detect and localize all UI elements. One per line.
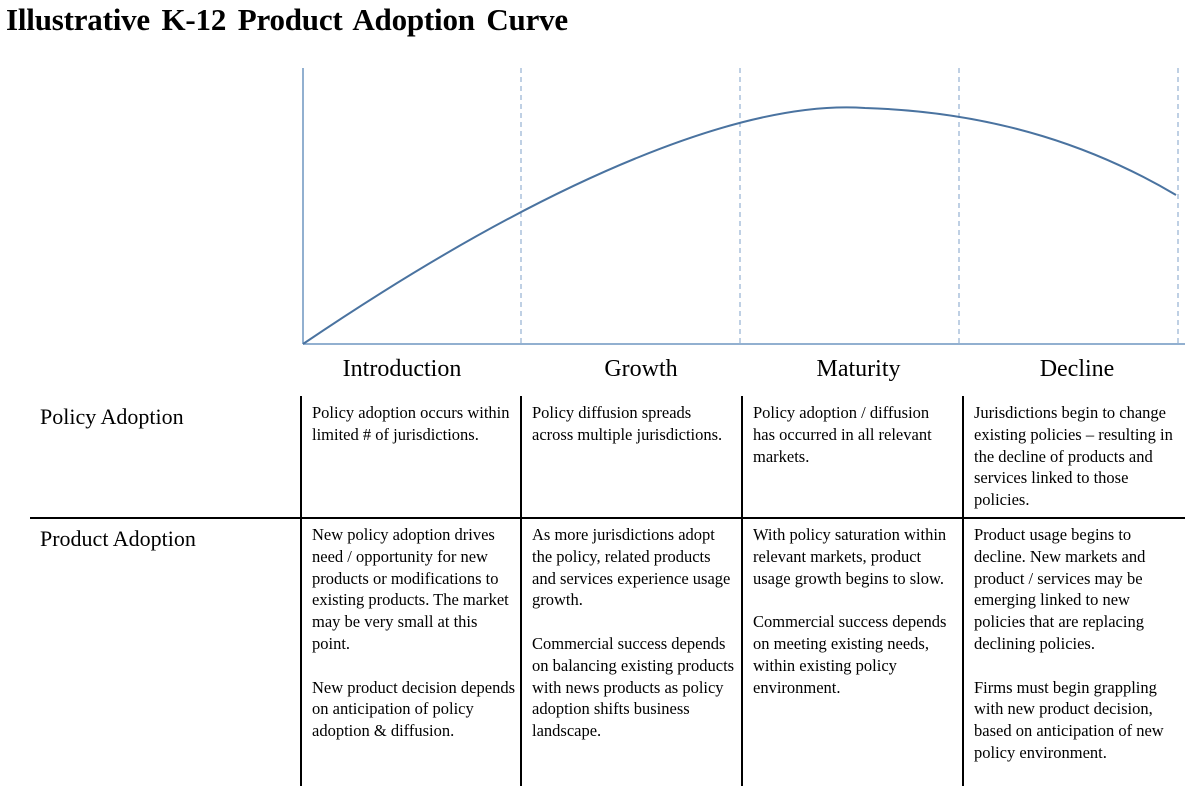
cell-policy-introduction: Policy adoption occurs within limited # … [312,402,510,446]
cell-text: Jurisdictions begin to change existing p… [974,403,1173,510]
cell-text: Firms must begin grappling with new prod… [974,677,1164,762]
cell-text: New policy adoption drives need / opport… [312,525,509,653]
table-divider-4 [962,396,964,786]
cell-text: Commercial success depends on meeting ex… [753,612,947,697]
cell-text: Policy diffusion spreads across multiple… [532,403,723,444]
cell-text: Policy adoption / diffusion has occurred… [753,403,932,466]
stage-label-maturity: Maturity [816,356,901,382]
cell-text: As more jurisdictions adopt the policy, … [532,525,731,610]
cell-product-introduction: New policy adoption drives need / opport… [312,524,517,742]
stage-label-introduction: Introduction [342,356,462,382]
adoption-curve-line [302,106,1177,345]
table-divider-3 [741,396,743,786]
stage-label-decline: Decline [1039,356,1115,382]
adoption-curve-chart [302,68,1185,345]
table-divider-1 [300,396,302,786]
cell-policy-maturity: Policy adoption / diffusion has occurred… [753,402,955,467]
cell-text: Commercial success depends on balancing … [532,633,735,741]
cell-product-growth: As more jurisdictions adopt the policy, … [532,524,737,742]
cell-text: Product usage begins to decline. New mar… [974,525,1146,653]
cell-policy-growth: Policy diffusion spreads across multiple… [532,402,732,446]
cell-product-maturity: With policy saturation within relevant m… [753,524,958,698]
row-divider [30,517,1185,519]
page-title: Illustrative K-12 Product Adoption Curve [6,2,568,37]
row-header-product-adoption: Product Adoption [40,526,196,551]
cell-text: Policy adoption occurs within limited # … [312,403,510,444]
cell-text: New product decision depends on anticipa… [312,677,515,741]
stage-label-growth: Growth [604,356,678,382]
cell-product-decline: Product usage begins to decline. New mar… [974,524,1179,764]
cell-text: With policy saturation within relevant m… [753,525,947,588]
table-divider-2 [520,396,522,786]
cell-policy-decline: Jurisdictions begin to change existing p… [974,402,1174,511]
row-header-policy-adoption: Policy Adoption [40,404,184,429]
